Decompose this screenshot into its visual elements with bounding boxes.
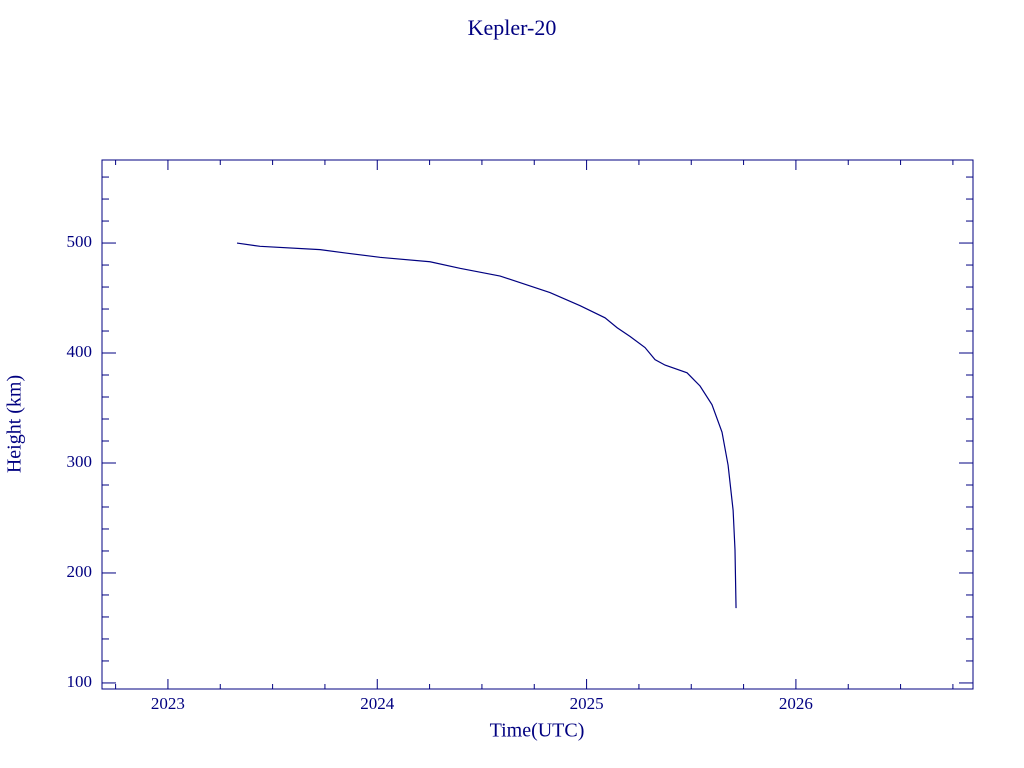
x-axis-label: Time(UTC) — [490, 720, 585, 742]
x-tick-label: 2026 — [779, 694, 813, 713]
plot-frame — [101, 159, 974, 690]
y-tick-label: 500 — [67, 232, 93, 251]
chart-title: Kepler-20 — [468, 15, 557, 40]
x-tick-label: 2023 — [151, 694, 185, 713]
data-line — [236, 242, 737, 609]
y-tick-label: 400 — [67, 342, 93, 361]
x-tick-label: 2025 — [570, 694, 604, 713]
y-axis-label: Height (km) — [4, 375, 26, 473]
y-tick-label: 200 — [67, 562, 93, 581]
y-tick-label: 100 — [67, 672, 93, 691]
y-tick-label: 300 — [67, 452, 93, 471]
x-tick-label: 2024 — [360, 694, 395, 713]
